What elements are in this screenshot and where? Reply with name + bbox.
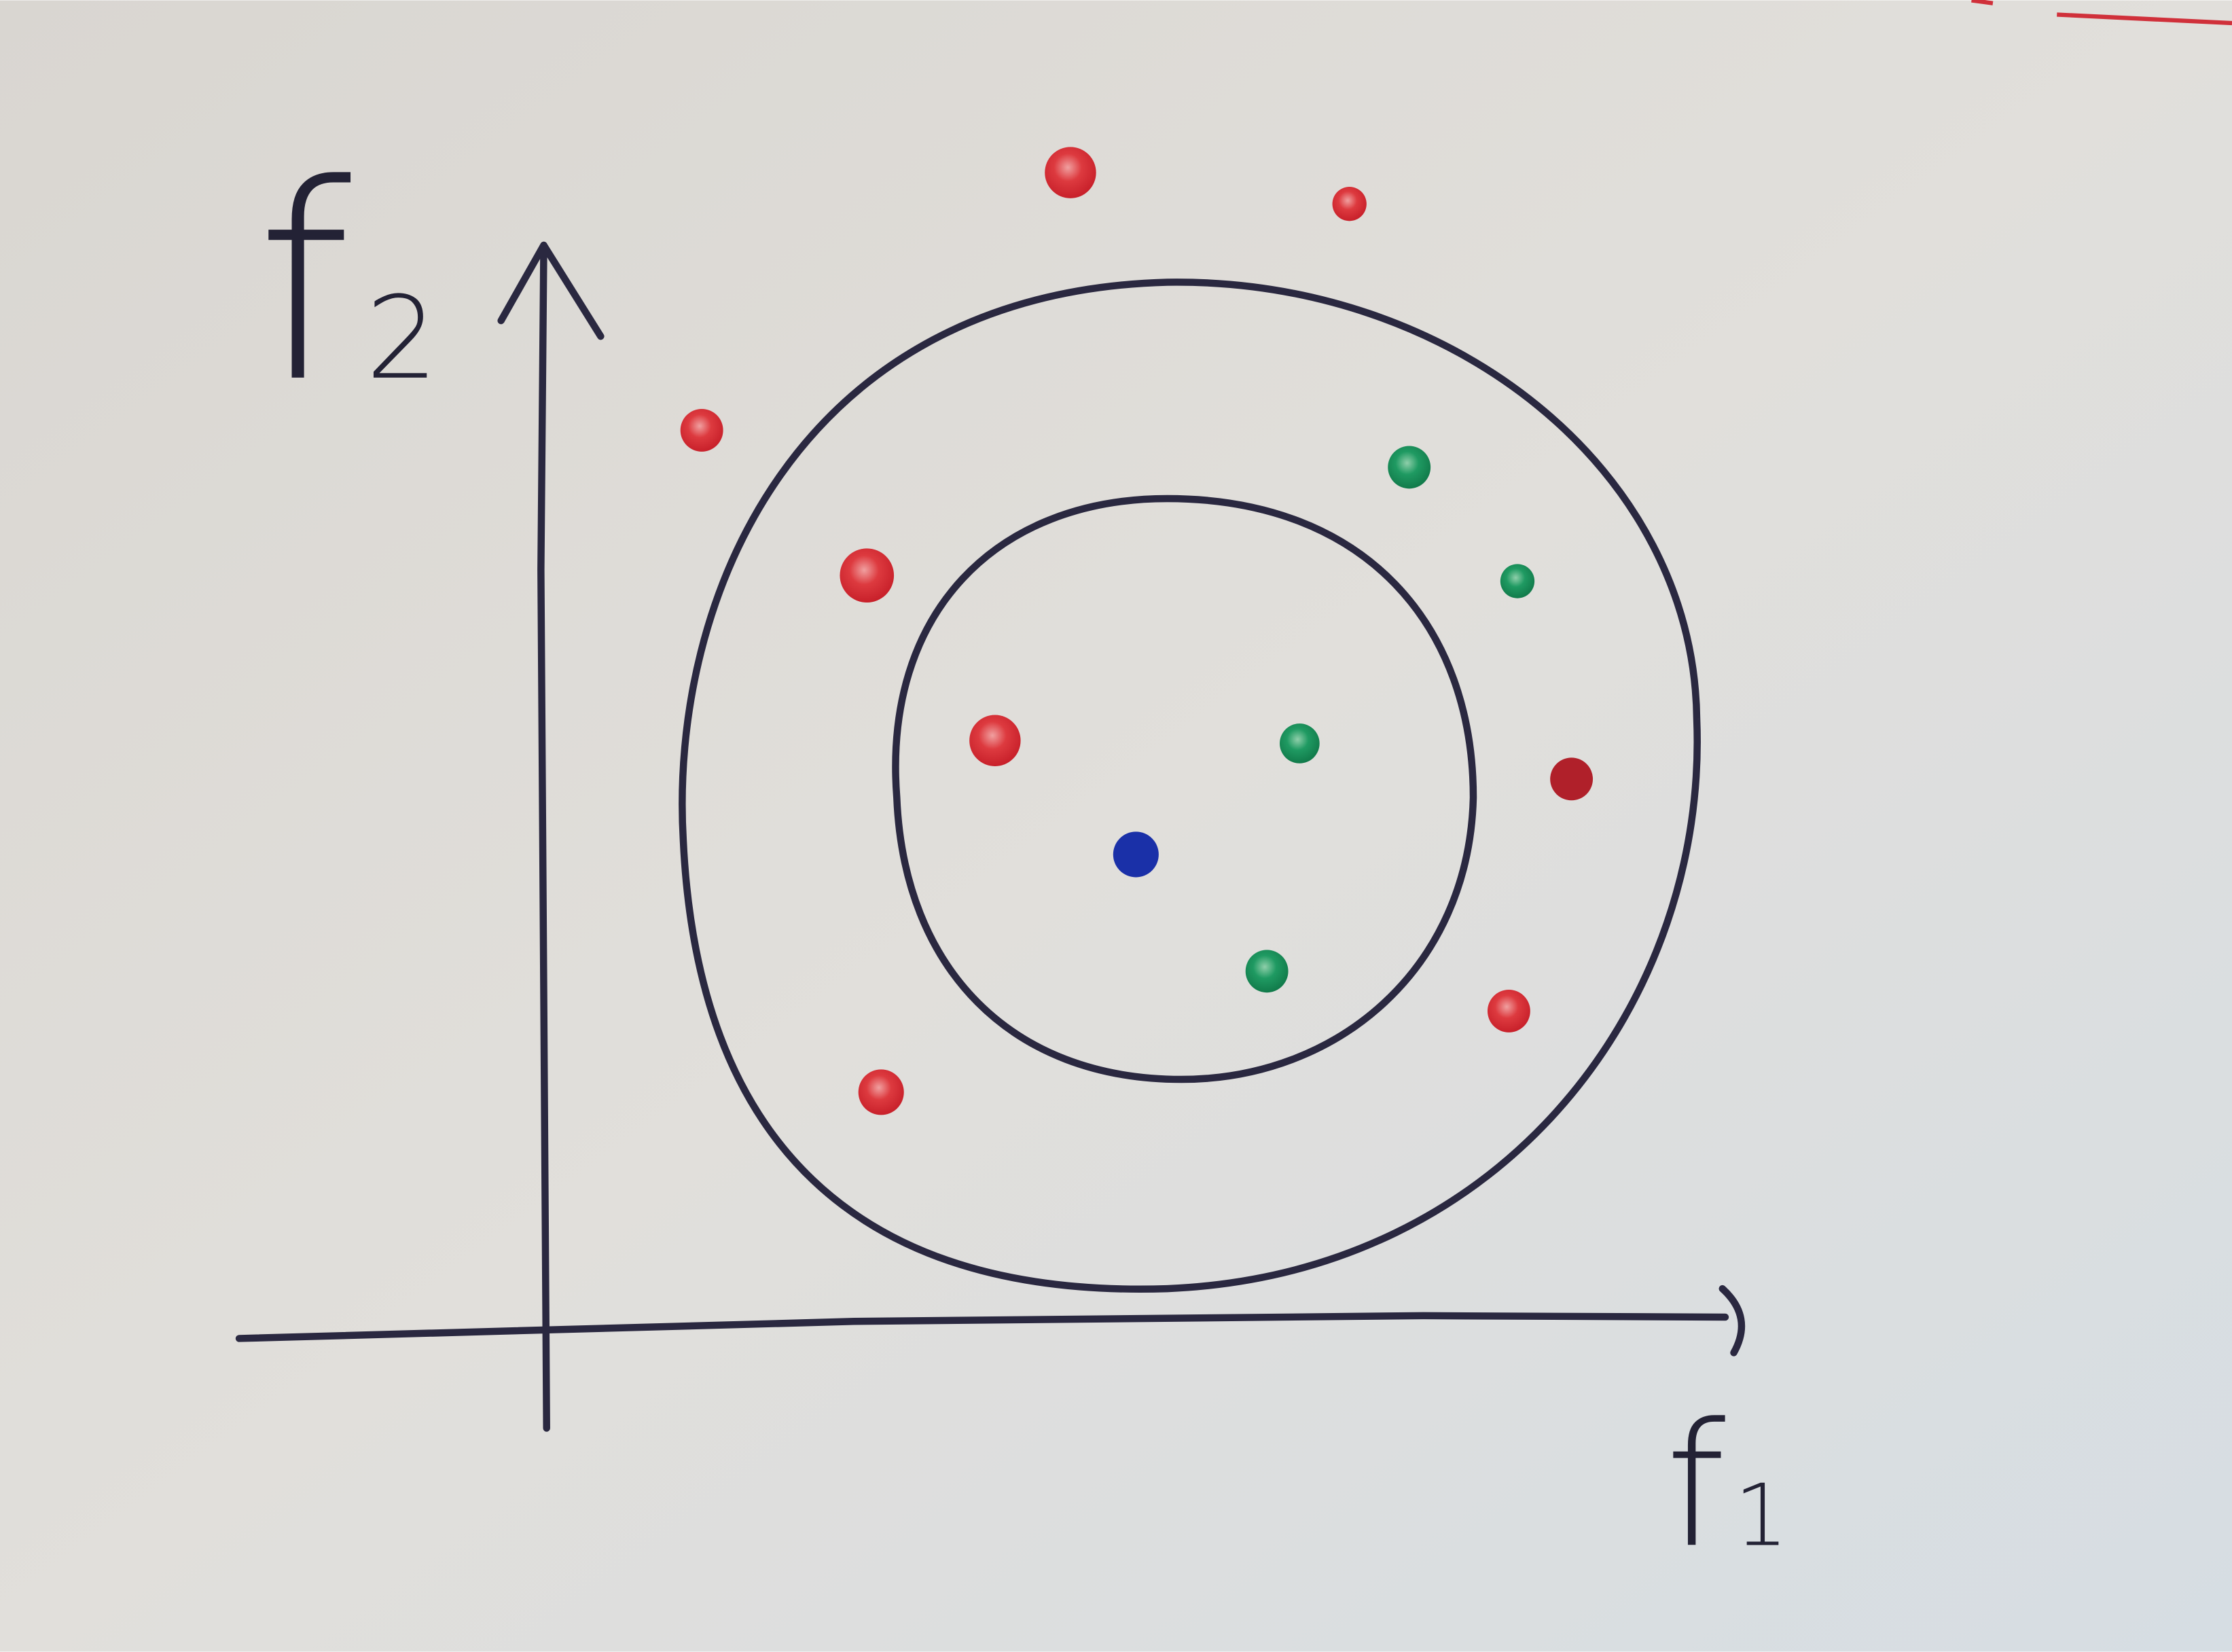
green-dot bbox=[1280, 723, 1320, 764]
red-dot bbox=[680, 408, 723, 452]
blue-dot bbox=[1113, 831, 1159, 878]
y-axis-arrow bbox=[497, 241, 605, 340]
red-dot bbox=[1487, 990, 1530, 1032]
stray-red-stroke bbox=[1971, 0, 1994, 5]
red-dot bbox=[969, 715, 1021, 766]
red-dot bbox=[1045, 147, 1096, 198]
inner-circle bbox=[892, 495, 1477, 1083]
y-label-subscript: 2 bbox=[365, 272, 438, 405]
green-dot bbox=[1500, 564, 1535, 598]
x-axis-arrow bbox=[1718, 1285, 1746, 1357]
outer-circle bbox=[679, 279, 1701, 1293]
x-label-base: f bbox=[1666, 1387, 1726, 1585]
green-dot bbox=[1388, 446, 1431, 489]
red-dot bbox=[858, 1069, 904, 1115]
red-dot bbox=[840, 548, 895, 603]
green-dot bbox=[1245, 950, 1289, 993]
y-label-base: f bbox=[256, 126, 353, 442]
x-label-subscript: 1 bbox=[1734, 1465, 1788, 1565]
y-axis bbox=[537, 241, 550, 1432]
stray-red-stroke bbox=[2057, 12, 2232, 26]
dark-red-dot bbox=[1550, 757, 1594, 801]
red-dot bbox=[1332, 187, 1367, 221]
x-axis bbox=[235, 1312, 1729, 1342]
